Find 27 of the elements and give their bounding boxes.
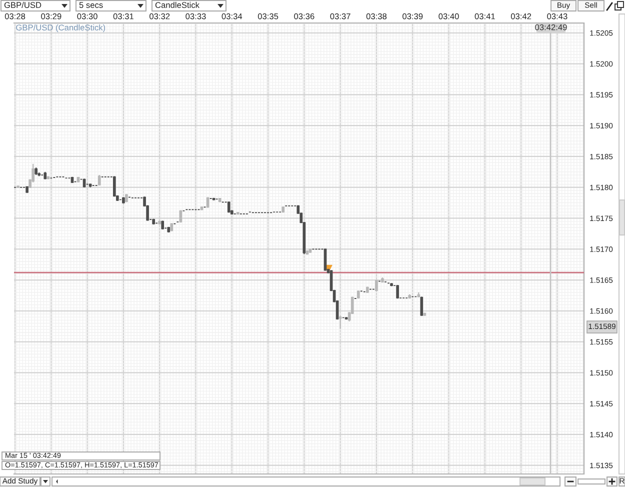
x-tick-label: 03:28 (4, 13, 26, 20)
candlestick (113, 176, 116, 198)
x-tick-label: 03:36 (294, 13, 314, 20)
text: GBP/USD (4, 2, 42, 8)
candlestick (420, 296, 424, 316)
text: CandleStick (155, 2, 200, 8)
x-tick-label: 03:41 (474, 13, 495, 20)
x-tick-label: 03:43 (547, 13, 568, 20)
candlestick (324, 248, 327, 272)
candlestick (338, 315, 342, 330)
candlestick (179, 210, 182, 224)
x-tick-label: 03:34 (222, 13, 242, 20)
annotation: 03:42:49 (535, 24, 567, 30)
x-tick-label: 03:42 (510, 13, 532, 20)
x-tick-label: 03:31 (113, 13, 134, 20)
chart-title: GBP/USD (CandleStick) (16, 24, 106, 32)
x-tick-label: 03:37 (330, 13, 350, 20)
x-tick-label: 03:29 (41, 13, 62, 20)
x-tick-label: 03:33 (186, 13, 206, 20)
x-tick-label: 03:38 (366, 13, 387, 20)
text: 5 secs (79, 2, 103, 8)
x-tick-label: 03:32 (150, 13, 170, 20)
x-tick-label: 03:35 (258, 13, 278, 20)
x-tick-label: 03:40 (438, 13, 459, 20)
candlestick (98, 174, 101, 186)
x-tick-label: 03:39 (402, 13, 423, 20)
x-tick-label: 03:30 (77, 13, 98, 20)
